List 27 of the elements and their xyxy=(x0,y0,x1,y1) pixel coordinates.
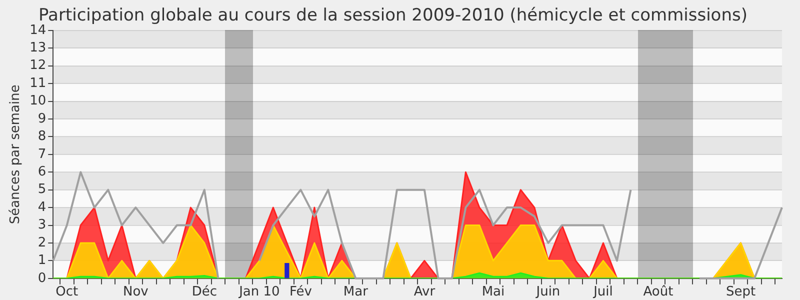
y-tick-label: 12 xyxy=(30,58,46,74)
y-axis-title: Séances par semaine xyxy=(8,84,24,224)
y-tick-label: 3 xyxy=(38,218,46,233)
y-tick-label: 9 xyxy=(38,111,46,126)
x-tick-label: Sept xyxy=(726,284,756,300)
y-tick-label: 6 xyxy=(38,164,46,180)
x-tick-label: Mar xyxy=(343,284,369,300)
y-tick-label: 2 xyxy=(38,235,46,250)
x-tick-label: Déc xyxy=(192,284,217,300)
y-tick-label: 0 xyxy=(38,270,46,286)
x-tick-label: Avr xyxy=(414,284,436,300)
x-tick-label: Juin xyxy=(535,284,560,300)
x-tick-label: Nov xyxy=(122,284,149,300)
x-tick-label: Juil xyxy=(592,284,613,300)
y-tick-label: 13 xyxy=(30,40,46,56)
x-tick-label: Août xyxy=(643,284,674,300)
y-tick-label: 8 xyxy=(38,129,46,144)
x-tick-label: Fév xyxy=(289,284,312,300)
y-tick-label: 1 xyxy=(38,253,46,268)
y-tick-label: 10 xyxy=(30,94,46,109)
y-tick-label: 7 xyxy=(38,146,46,162)
y-tick-label: 4 xyxy=(38,200,46,215)
x-tick-label: Oct xyxy=(56,284,78,300)
x-tick-label: Mai xyxy=(482,284,505,300)
x-tick-label: Jan 10 xyxy=(238,284,280,300)
y-tick-label: 5 xyxy=(38,182,46,198)
y-tick-label: 11 xyxy=(30,76,46,91)
